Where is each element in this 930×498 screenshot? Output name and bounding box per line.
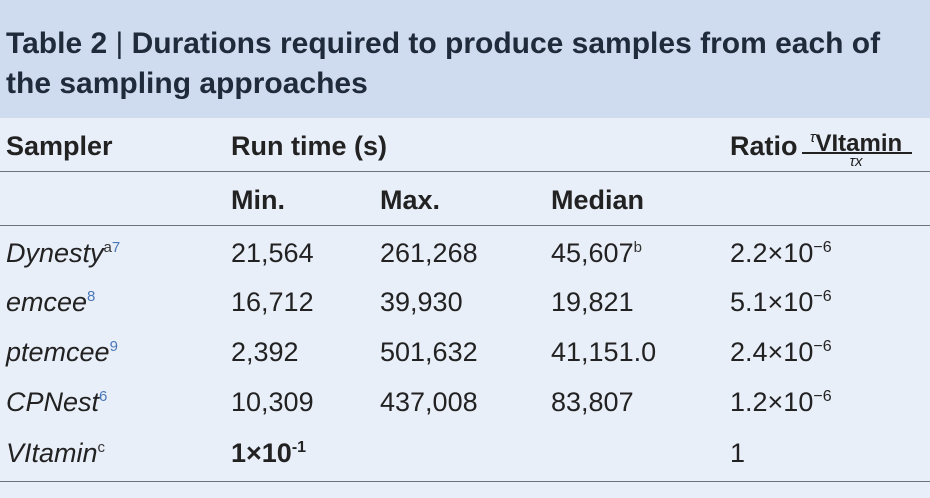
ratio-exponent: −6 [813, 388, 832, 405]
row-sampler: Dynestya7 [6, 237, 120, 269]
reference-link[interactable]: 6 [99, 388, 108, 405]
sampler-name: CPNest [6, 387, 100, 417]
header-sampler: Sampler [6, 131, 113, 161]
row-min: 2,392 [231, 337, 299, 367]
reference-link[interactable]: 8 [87, 288, 96, 305]
footnote-mark: a [103, 239, 112, 256]
row-sampler: CPNest6 [6, 386, 107, 418]
min-base: 1×10 [231, 438, 292, 468]
ratio-exponent: −6 [813, 338, 832, 355]
ratio-fraction: τVItamin τx [796, 124, 916, 174]
reference-link[interactable]: 7 [111, 239, 121, 256]
ratio-base: 5.1×10 [730, 287, 814, 317]
ratio-exponent: −6 [813, 239, 832, 256]
row-sampler: emcee8 [6, 286, 95, 318]
table-label: Table 2 [6, 27, 108, 60]
sampler-name: emcee [6, 287, 88, 317]
header-divider-2 [0, 225, 930, 226]
row-min: 16,712 [231, 287, 314, 317]
sampler-name: Dynesty [6, 238, 104, 268]
table-title: Table 2 | Durations required to produce … [6, 24, 916, 104]
ratio-base: 2.2×10 [730, 238, 814, 268]
ratio-denominator: τx [849, 153, 863, 170]
row-ratio: 2.2×10−6 [730, 237, 832, 269]
header-run-time: Run time (s) [231, 131, 388, 161]
header-divider-1 [0, 171, 930, 172]
row-max: 437,008 [380, 387, 478, 417]
row-median: 45,607b [551, 237, 642, 269]
header-min: Min. [231, 185, 285, 215]
row-median: 41,151.0 [551, 337, 657, 367]
row-min: 21,564 [231, 238, 314, 268]
header-ratio: Ratio [730, 131, 798, 161]
table-bottom-rule [0, 481, 930, 482]
row-sampler: VItaminc [6, 437, 105, 469]
row-min: 10,309 [231, 387, 314, 417]
table-caption: Durations required to produce samples fr… [6, 27, 881, 100]
median-value: 45,607 [551, 238, 634, 268]
header-max: Max. [380, 185, 441, 215]
row-ratio: 1 [730, 438, 746, 468]
row-max: 261,268 [380, 238, 478, 268]
row-median: 83,807 [551, 387, 634, 417]
ratio-base: 1.2×10 [730, 387, 814, 417]
row-min: 1×10-1 [231, 437, 306, 469]
ratio-exponent: −6 [813, 288, 832, 305]
header-median: Median [551, 185, 645, 215]
ratio-numerator-tau: τ [809, 129, 816, 146]
row-median: 19,821 [551, 287, 634, 317]
title-separator: | [115, 27, 124, 60]
row-ratio: 1.2×10−6 [730, 386, 832, 418]
row-ratio: 5.1×10−6 [730, 286, 832, 318]
row-max: 501,632 [380, 337, 478, 367]
sampler-name: ptemcee [6, 337, 110, 367]
row-ratio: 2.4×10−6 [730, 336, 832, 368]
sampler-name: VItamin [6, 438, 98, 468]
row-sampler: ptemcee9 [6, 336, 118, 368]
title-bar [0, 0, 930, 118]
reference-link[interactable]: 9 [109, 338, 118, 355]
footnote-mark: c [97, 439, 106, 456]
row-max: 39,930 [380, 287, 463, 317]
min-exponent: -1 [291, 439, 307, 456]
ratio-base: 2.4×10 [730, 337, 814, 367]
fraction-bar [802, 152, 912, 154]
footnote-mark: b [633, 239, 642, 256]
